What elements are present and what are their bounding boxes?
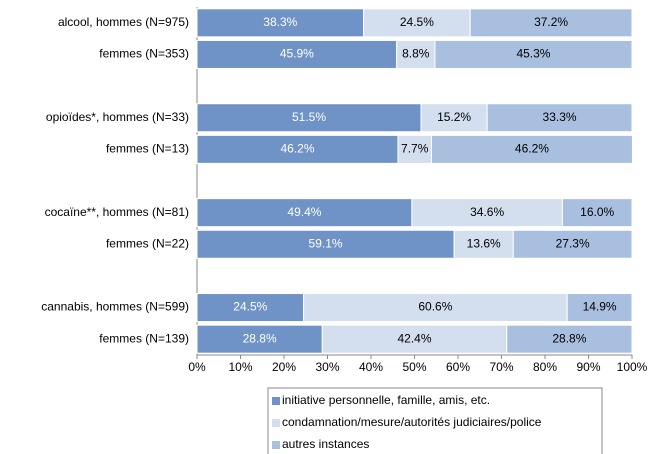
value-label: 16.0% — [580, 205, 614, 219]
value-label: 27.3% — [556, 236, 590, 250]
value-label: 42.4% — [397, 331, 431, 345]
legend-swatch — [272, 419, 280, 427]
legend-label: condamnation/mesure/autorités judiciaire… — [282, 415, 542, 429]
legend-box — [267, 387, 603, 454]
value-label: 33.3% — [543, 110, 577, 124]
bar-segment — [486, 103, 633, 133]
y-tick-label: opioïdes*, hommes (N=33) — [46, 110, 189, 124]
bar-segment — [506, 324, 633, 354]
x-tick-label: 60% — [446, 360, 470, 374]
bar-segment — [469, 8, 633, 38]
y-tick-label: femmes (N=353) — [99, 47, 189, 61]
x-tick-label: 30% — [315, 360, 339, 374]
x-tick-label: 0% — [188, 360, 206, 374]
value-label: 28.8% — [552, 331, 586, 345]
value-label: 34.6% — [470, 205, 504, 219]
value-label: 8.8% — [402, 47, 430, 61]
value-label: 38.3% — [263, 15, 297, 29]
value-label: 24.5% — [233, 300, 267, 314]
value-label: 15.2% — [437, 110, 471, 124]
value-label: 28.8% — [243, 331, 277, 345]
x-tick-label: 40% — [359, 360, 383, 374]
bar-segment — [434, 39, 633, 69]
x-tick-label: 90% — [576, 360, 600, 374]
x-tick-label: 80% — [533, 360, 557, 374]
x-tick-label: 100% — [617, 360, 648, 374]
x-tick-label: 20% — [272, 360, 296, 374]
value-label: 60.6% — [418, 300, 452, 314]
x-tick-label: 50% — [402, 360, 426, 374]
y-tick-label: femmes (N=22) — [106, 236, 189, 250]
bar-segment — [196, 229, 455, 259]
bar-segment — [561, 198, 633, 228]
bar-segment — [321, 324, 508, 354]
bar-segment — [196, 324, 323, 354]
bar-segment — [397, 134, 432, 164]
value-label: 51.5% — [292, 110, 326, 124]
bar-segment — [196, 134, 399, 164]
legend-label: autres instances — [282, 437, 369, 451]
bar-segment — [196, 8, 365, 38]
x-tick-label: 70% — [489, 360, 513, 374]
bar-segment — [420, 103, 488, 133]
value-label: 45.9% — [280, 47, 314, 61]
bar-segment — [566, 293, 633, 323]
legend-swatch — [272, 397, 280, 405]
value-label: 7.7% — [401, 142, 429, 156]
value-label: 37.2% — [534, 15, 568, 29]
bar-segment — [196, 103, 422, 133]
y-tick-label: cocaïne**, hommes (N=81) — [45, 205, 189, 219]
y-tick-label: alcool, hommes (N=975) — [58, 15, 189, 29]
value-label: 46.2% — [280, 142, 314, 156]
bar-segment — [453, 229, 514, 259]
value-label: 59.1% — [309, 236, 343, 250]
value-label: 46.2% — [515, 142, 549, 156]
value-label: 14.9% — [583, 300, 617, 314]
y-tick-label: femmes (N=13) — [106, 142, 189, 156]
bar-segment — [512, 229, 633, 259]
value-label: 13.6% — [467, 236, 501, 250]
bar-segment — [196, 293, 305, 323]
x-tick-label: 10% — [228, 360, 252, 374]
y-tick-label: femmes (N=139) — [99, 331, 189, 345]
legend-swatch — [272, 441, 280, 449]
value-label: 45.3% — [516, 47, 550, 61]
value-label: 24.5% — [400, 15, 434, 29]
value-label: 49.4% — [287, 205, 321, 219]
y-tick-label: cannabis, hommes (N=599) — [41, 300, 189, 314]
legend-label: initiative personnelle, famille, amis, e… — [282, 393, 490, 407]
bar-segment — [430, 134, 633, 164]
